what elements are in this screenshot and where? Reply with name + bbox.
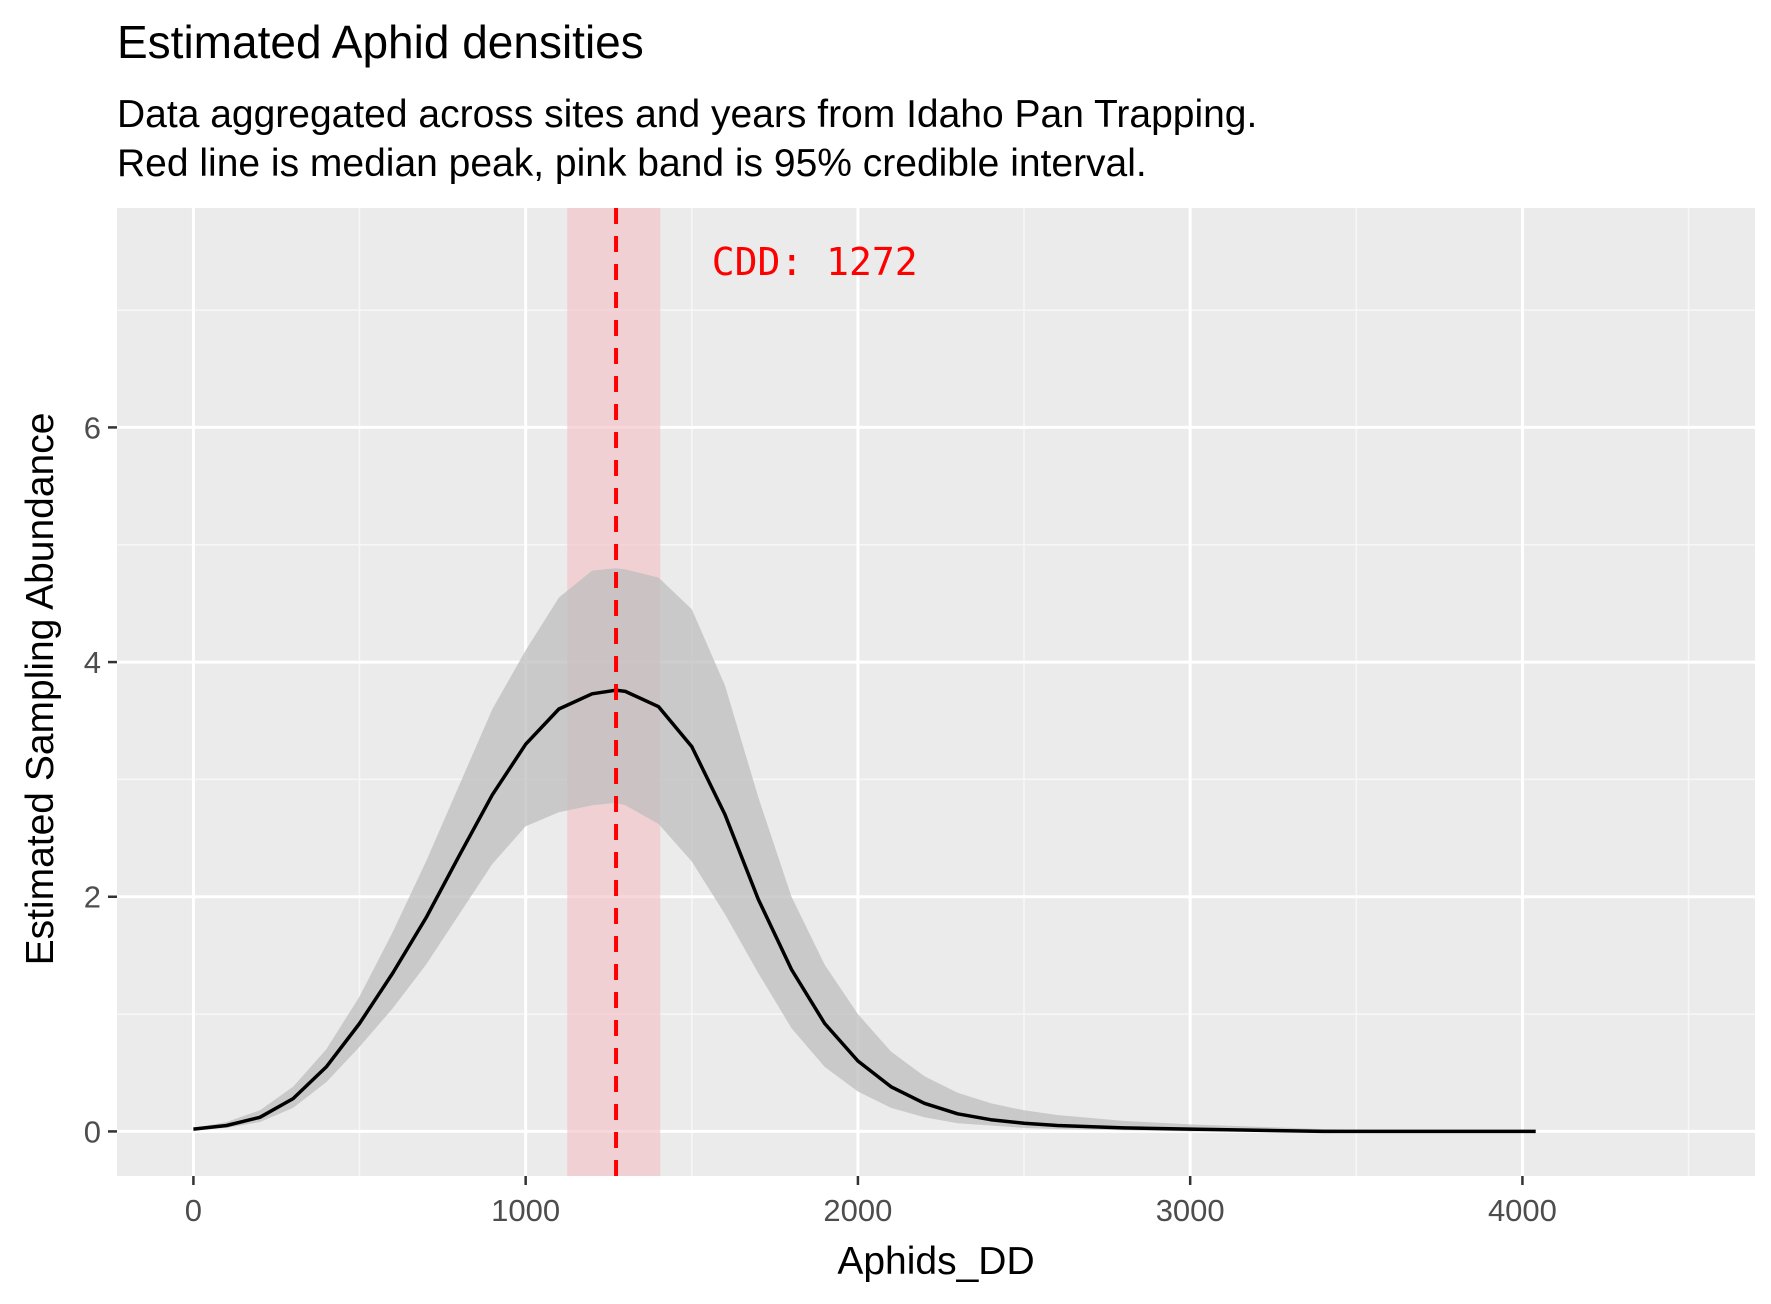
chart-subtitle-line-2: Red line is median peak, pink band is 95… — [117, 142, 1147, 185]
estimate-line — [193, 688, 1536, 1134]
x-tick-label: 0 — [185, 1193, 202, 1228]
y-tick-label: 2 — [84, 880, 101, 915]
y-tick-label: 6 — [84, 410, 101, 445]
x-tick-label: 2000 — [823, 1193, 892, 1228]
y-tick-label: 0 — [84, 1114, 101, 1149]
y-tick-label: 4 — [84, 645, 101, 680]
x-tick-label: 1000 — [491, 1193, 560, 1228]
x-tick-label: 4000 — [1488, 1193, 1557, 1228]
x-axis-label: Aphids_DD — [837, 1240, 1034, 1283]
uncertainty-band — [193, 568, 1536, 1132]
plot-panel: CDD: 1272 0 1000 2000 3000 4000 0 2 4 6 — [84, 208, 1755, 1228]
chart-subtitle-line-1: Data aggregated across sites and years f… — [117, 93, 1257, 136]
x-tick-label: 3000 — [1156, 1193, 1225, 1228]
y-axis-label: Estimated Sampling Abundance — [19, 413, 62, 966]
chart-title: Estimated Aphid densities — [117, 16, 644, 68]
median-peak-annotation: CDD: 1272 — [712, 240, 918, 284]
